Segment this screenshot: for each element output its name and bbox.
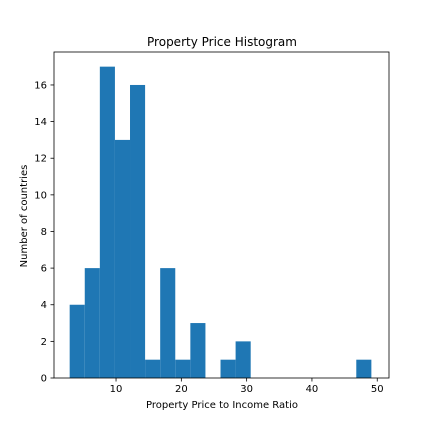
y-tick-label: 6 [41, 264, 47, 275]
x-axis-label: Property Price to Income Ratio [146, 400, 298, 411]
histogram-bar [235, 341, 251, 378]
y-axis-label: Number of countries [19, 165, 30, 268]
histogram-bar [84, 268, 100, 378]
x-tick-label: 20 [175, 384, 188, 395]
plot-frame [53, 51, 390, 379]
histogram-bar [160, 268, 176, 378]
histogram-bar [356, 359, 372, 378]
chart-title: Property Price Histogram [147, 35, 297, 49]
y-tick-label: 14 [34, 117, 47, 128]
x-tick-label: 30 [240, 384, 253, 395]
histogram-bar [69, 304, 85, 378]
y-tick-label: 4 [41, 300, 47, 311]
histogram-bar [130, 84, 146, 378]
histogram-bar [175, 359, 191, 378]
y-tick-label: 8 [41, 227, 47, 238]
histogram-bar [190, 323, 206, 378]
bars-group [69, 66, 372, 379]
histogram-bar [99, 66, 115, 379]
histogram-bar [220, 359, 236, 378]
x-tick-label: 40 [306, 384, 319, 395]
y-tick-label: 10 [34, 190, 47, 201]
y-tick-label: 0 [41, 374, 47, 385]
histogram-bar [114, 139, 131, 378]
axes-group: 10 20 30 40 50 0 2 4 6 8 10 12 14 16 [34, 51, 390, 395]
x-tick-label: 10 [110, 384, 123, 395]
x-tick-label: 50 [371, 384, 384, 395]
histogram-bar [145, 359, 161, 378]
y-tick-label: 16 [34, 80, 47, 91]
y-tick-label: 2 [41, 337, 47, 348]
y-tick-label: 12 [34, 154, 47, 165]
